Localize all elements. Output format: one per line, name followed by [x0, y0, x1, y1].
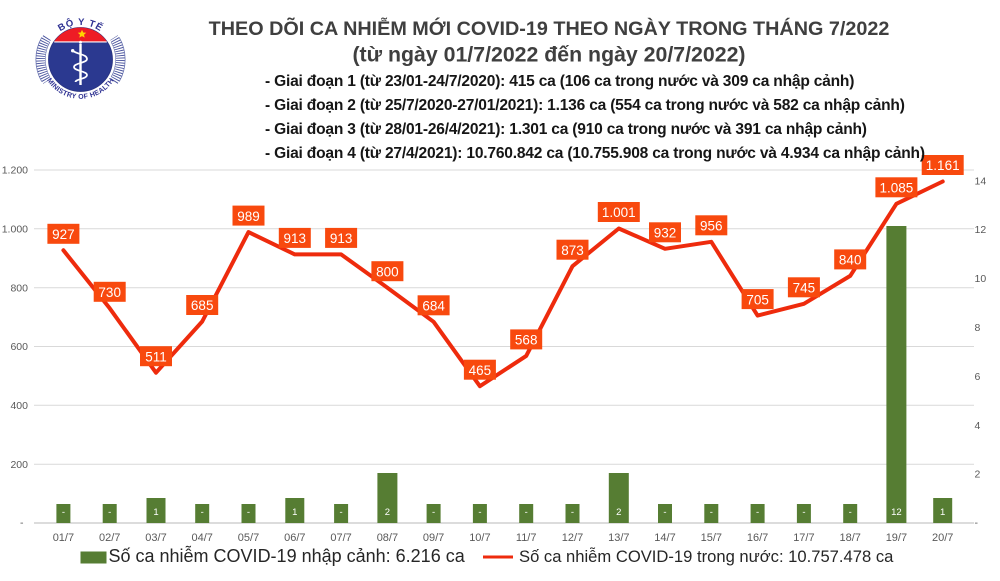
- svg-text:17/7: 17/7: [793, 532, 814, 544]
- svg-text:01/7: 01/7: [53, 532, 74, 544]
- svg-text:705: 705: [746, 292, 769, 307]
- svg-text:Số ca nhiễm COVID-19 trong nướ: Số ca nhiễm COVID-19 trong nước: 10.757.…: [519, 547, 894, 566]
- svg-text:09/7: 09/7: [423, 532, 444, 544]
- svg-text:400: 400: [10, 400, 28, 412]
- svg-text:-: -: [62, 507, 65, 518]
- svg-text:12/7: 12/7: [562, 532, 583, 544]
- svg-text:- Giai đoạn 1 (từ 23/01-24/7/2: - Giai đoạn 1 (từ 23/01-24/7/2020): 415 …: [265, 73, 854, 90]
- svg-text:1.200: 1.200: [2, 165, 28, 177]
- svg-text:-: -: [849, 507, 852, 518]
- svg-text:932: 932: [654, 226, 677, 241]
- svg-text:1.001: 1.001: [602, 205, 636, 220]
- svg-text:-: -: [975, 517, 979, 529]
- svg-text:1: 1: [940, 507, 945, 518]
- svg-text:2: 2: [975, 469, 981, 481]
- svg-text:19/7: 19/7: [886, 532, 907, 544]
- svg-text:685: 685: [191, 298, 214, 313]
- svg-text:684: 684: [422, 299, 445, 314]
- svg-text:12: 12: [975, 224, 987, 236]
- svg-text:04/7: 04/7: [191, 532, 212, 544]
- svg-text:-: -: [201, 507, 204, 518]
- svg-text:927: 927: [52, 227, 75, 242]
- svg-text:-: -: [525, 507, 528, 518]
- svg-text:-: -: [571, 507, 574, 518]
- svg-text:12: 12: [891, 507, 902, 518]
- svg-text:02/7: 02/7: [99, 532, 120, 544]
- svg-text:568: 568: [515, 333, 538, 348]
- svg-text:- Giai đoạn 2 (từ 25/7/2020-27: - Giai đoạn 2 (từ 25/7/2020-27/01/2021):…: [265, 97, 905, 114]
- svg-text:10/7: 10/7: [469, 532, 490, 544]
- svg-text:2: 2: [616, 507, 621, 518]
- svg-text:(từ ngày 01/7/2022 đến ngày 20: (từ ngày 01/7/2022 đến ngày 20/7/2022): [352, 43, 745, 67]
- svg-text:16/7: 16/7: [747, 532, 768, 544]
- svg-text:-: -: [340, 507, 343, 518]
- svg-text:1: 1: [292, 507, 297, 518]
- svg-text:4: 4: [975, 420, 981, 432]
- svg-text:06/7: 06/7: [284, 532, 305, 544]
- svg-text:05/7: 05/7: [238, 532, 259, 544]
- svg-text:08/7: 08/7: [377, 532, 398, 544]
- svg-text:-: -: [710, 507, 713, 518]
- svg-text:- Giai đoạn 3 (từ 28/01-26/4/2: - Giai đoạn 3 (từ 28/01-26/4/2021): 1.30…: [265, 121, 867, 138]
- svg-text:465: 465: [469, 363, 492, 378]
- svg-text:15/7: 15/7: [701, 532, 722, 544]
- svg-text:6: 6: [975, 371, 981, 383]
- svg-text:-: -: [108, 507, 111, 518]
- svg-text:-: -: [802, 507, 805, 518]
- svg-text:730: 730: [98, 285, 121, 300]
- svg-text:13/7: 13/7: [608, 532, 629, 544]
- svg-text:840: 840: [839, 253, 862, 268]
- svg-text:10: 10: [975, 273, 987, 285]
- svg-text:18/7: 18/7: [839, 532, 860, 544]
- svg-text:800: 800: [376, 264, 399, 279]
- svg-text:956: 956: [700, 219, 723, 234]
- svg-text:1.000: 1.000: [2, 223, 28, 235]
- svg-text:- Giai đoạn 4 (từ 27/4/2021):: - Giai đoạn 4 (từ 27/4/2021): 10.760.842…: [265, 145, 925, 162]
- svg-text:200: 200: [10, 459, 28, 471]
- svg-text:989: 989: [237, 209, 260, 224]
- svg-text:20/7: 20/7: [932, 532, 953, 544]
- svg-text:14: 14: [975, 175, 987, 187]
- svg-text:03/7: 03/7: [145, 532, 166, 544]
- svg-text:800: 800: [10, 282, 28, 294]
- svg-text:Số ca nhiễm COVID-19 nhập cảnh: Số ca nhiễm COVID-19 nhập cảnh: 6.216 ca: [109, 545, 466, 566]
- svg-text:511: 511: [145, 349, 167, 364]
- svg-text:1.161: 1.161: [926, 158, 960, 173]
- svg-text:-: -: [756, 507, 759, 518]
- svg-text:1: 1: [153, 507, 158, 518]
- svg-text:745: 745: [793, 281, 816, 296]
- svg-text:-: -: [20, 517, 24, 529]
- svg-text:THEO DÕI CA NHIỄM MỚI COVID-19: THEO DÕI CA NHIỄM MỚI COVID-19 THEO NGÀY…: [209, 16, 890, 40]
- svg-text:07/7: 07/7: [330, 532, 351, 544]
- svg-text:1.085: 1.085: [880, 181, 914, 196]
- svg-text:2: 2: [385, 507, 390, 518]
- svg-text:913: 913: [330, 231, 353, 246]
- svg-text:600: 600: [10, 341, 28, 353]
- svg-text:11/7: 11/7: [516, 532, 537, 544]
- svg-text:-: -: [432, 507, 435, 518]
- svg-text:-: -: [247, 507, 250, 518]
- svg-text:-: -: [663, 507, 666, 518]
- svg-text:14/7: 14/7: [654, 532, 675, 544]
- svg-text:913: 913: [284, 231, 307, 246]
- svg-text:8: 8: [975, 322, 981, 334]
- svg-text:873: 873: [561, 243, 584, 258]
- svg-text:-: -: [478, 507, 481, 518]
